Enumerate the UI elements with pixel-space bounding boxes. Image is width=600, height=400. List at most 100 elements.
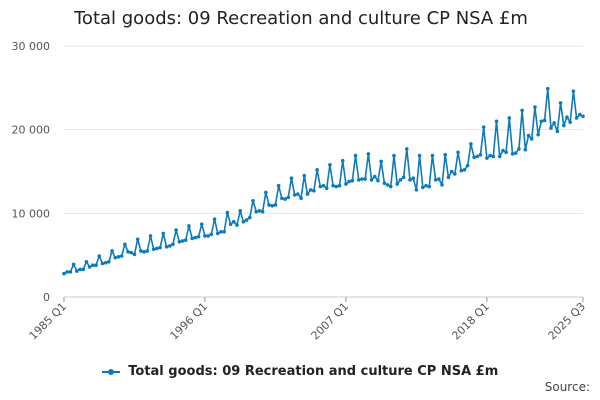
data-point[interactable] — [75, 269, 79, 273]
data-point[interactable] — [219, 229, 223, 234]
data-point[interactable] — [190, 236, 194, 241]
data-point[interactable] — [526, 133, 531, 138]
data-point[interactable] — [408, 178, 412, 182]
data-point[interactable] — [312, 188, 316, 193]
data-point[interactable] — [248, 215, 252, 220]
data-point[interactable] — [456, 150, 460, 155]
data-point[interactable] — [427, 184, 432, 189]
data-point[interactable] — [520, 108, 524, 113]
data-point[interactable] — [356, 178, 361, 182]
data-point[interactable] — [453, 172, 457, 176]
data-point[interactable] — [459, 168, 464, 173]
data-point[interactable] — [296, 192, 300, 196]
data-point[interactable] — [449, 169, 454, 174]
data-point[interactable] — [417, 153, 422, 158]
data-point[interactable] — [369, 178, 374, 182]
data-point[interactable] — [446, 175, 451, 180]
data-point[interactable] — [472, 155, 476, 160]
data-point[interactable] — [155, 246, 159, 251]
data-point[interactable] — [187, 224, 191, 228]
data-point[interactable] — [177, 239, 182, 244]
data-point[interactable] — [139, 249, 143, 253]
data-point[interactable] — [222, 229, 226, 234]
data-point[interactable] — [565, 115, 569, 119]
data-point[interactable] — [328, 163, 332, 167]
data-point[interactable] — [552, 121, 556, 125]
data-point[interactable] — [478, 152, 483, 157]
data-point[interactable] — [212, 217, 217, 221]
data-point[interactable] — [84, 260, 89, 264]
data-point[interactable] — [324, 186, 329, 191]
data-point[interactable] — [318, 184, 323, 189]
data-point[interactable] — [100, 261, 105, 266]
data-point[interactable] — [485, 156, 489, 160]
data-point[interactable] — [251, 198, 255, 203]
data-point[interactable] — [183, 238, 188, 242]
data-point[interactable] — [273, 203, 278, 207]
data-point[interactable] — [283, 197, 287, 201]
data-point[interactable] — [235, 223, 239, 227]
data-point[interactable] — [270, 204, 275, 208]
data-point[interactable] — [126, 250, 130, 254]
data-point[interactable] — [513, 151, 518, 155]
data-point[interactable] — [481, 125, 486, 129]
data-point[interactable] — [302, 173, 307, 178]
data-point[interactable] — [392, 153, 396, 158]
data-point[interactable] — [68, 270, 73, 274]
data-point[interactable] — [437, 177, 441, 181]
data-point[interactable] — [379, 159, 383, 164]
data-point[interactable] — [443, 152, 448, 157]
data-point[interactable] — [241, 219, 246, 224]
data-point[interactable] — [203, 234, 207, 238]
data-point[interactable] — [206, 234, 210, 238]
data-point[interactable] — [267, 203, 271, 207]
data-point[interactable] — [523, 147, 528, 152]
data-point[interactable] — [350, 178, 355, 183]
data-point[interactable] — [475, 154, 480, 159]
data-point[interactable] — [132, 252, 137, 257]
data-point[interactable] — [347, 179, 351, 184]
data-point[interactable] — [430, 153, 435, 158]
data-point[interactable] — [231, 219, 236, 224]
data-point[interactable] — [421, 185, 425, 190]
data-point[interactable] — [257, 209, 262, 213]
data-point[interactable] — [440, 183, 444, 187]
data-point[interactable] — [142, 250, 146, 254]
data-point[interactable] — [280, 196, 284, 201]
data-point[interactable] — [545, 86, 550, 91]
data-point[interactable] — [158, 245, 162, 250]
data-point[interactable] — [331, 183, 335, 188]
data-point[interactable] — [491, 154, 496, 159]
data-point[interactable] — [87, 265, 92, 269]
data-point[interactable] — [209, 232, 214, 237]
data-point[interactable] — [382, 181, 387, 186]
data-point[interactable] — [549, 126, 553, 130]
data-point[interactable] — [539, 119, 544, 124]
data-point[interactable] — [462, 168, 467, 172]
data-point[interactable] — [398, 178, 403, 182]
data-point[interactable] — [62, 271, 66, 276]
data-point[interactable] — [260, 209, 265, 214]
data-point[interactable] — [289, 176, 294, 180]
data-point[interactable] — [119, 254, 124, 258]
data-point[interactable] — [91, 263, 95, 268]
data-point[interactable] — [571, 89, 576, 93]
data-point[interactable] — [388, 184, 393, 189]
legend[interactable]: Total goods: 09 Recreation and culture C… — [0, 364, 600, 379]
data-point[interactable] — [577, 112, 582, 117]
data-point[interactable] — [193, 235, 198, 240]
data-point[interactable] — [340, 158, 345, 163]
data-point[interactable] — [366, 152, 371, 156]
data-point[interactable] — [315, 168, 319, 172]
data-point[interactable] — [129, 250, 134, 255]
data-point[interactable] — [145, 249, 150, 253]
data-point[interactable] — [344, 182, 348, 186]
data-point[interactable] — [334, 184, 339, 189]
data-point[interactable] — [558, 101, 563, 105]
data-point[interactable] — [561, 123, 566, 128]
data-point[interactable] — [116, 255, 121, 259]
data-point[interactable] — [97, 254, 102, 258]
data-point[interactable] — [299, 196, 303, 201]
data-point[interactable] — [424, 183, 428, 188]
data-point[interactable] — [254, 209, 259, 214]
